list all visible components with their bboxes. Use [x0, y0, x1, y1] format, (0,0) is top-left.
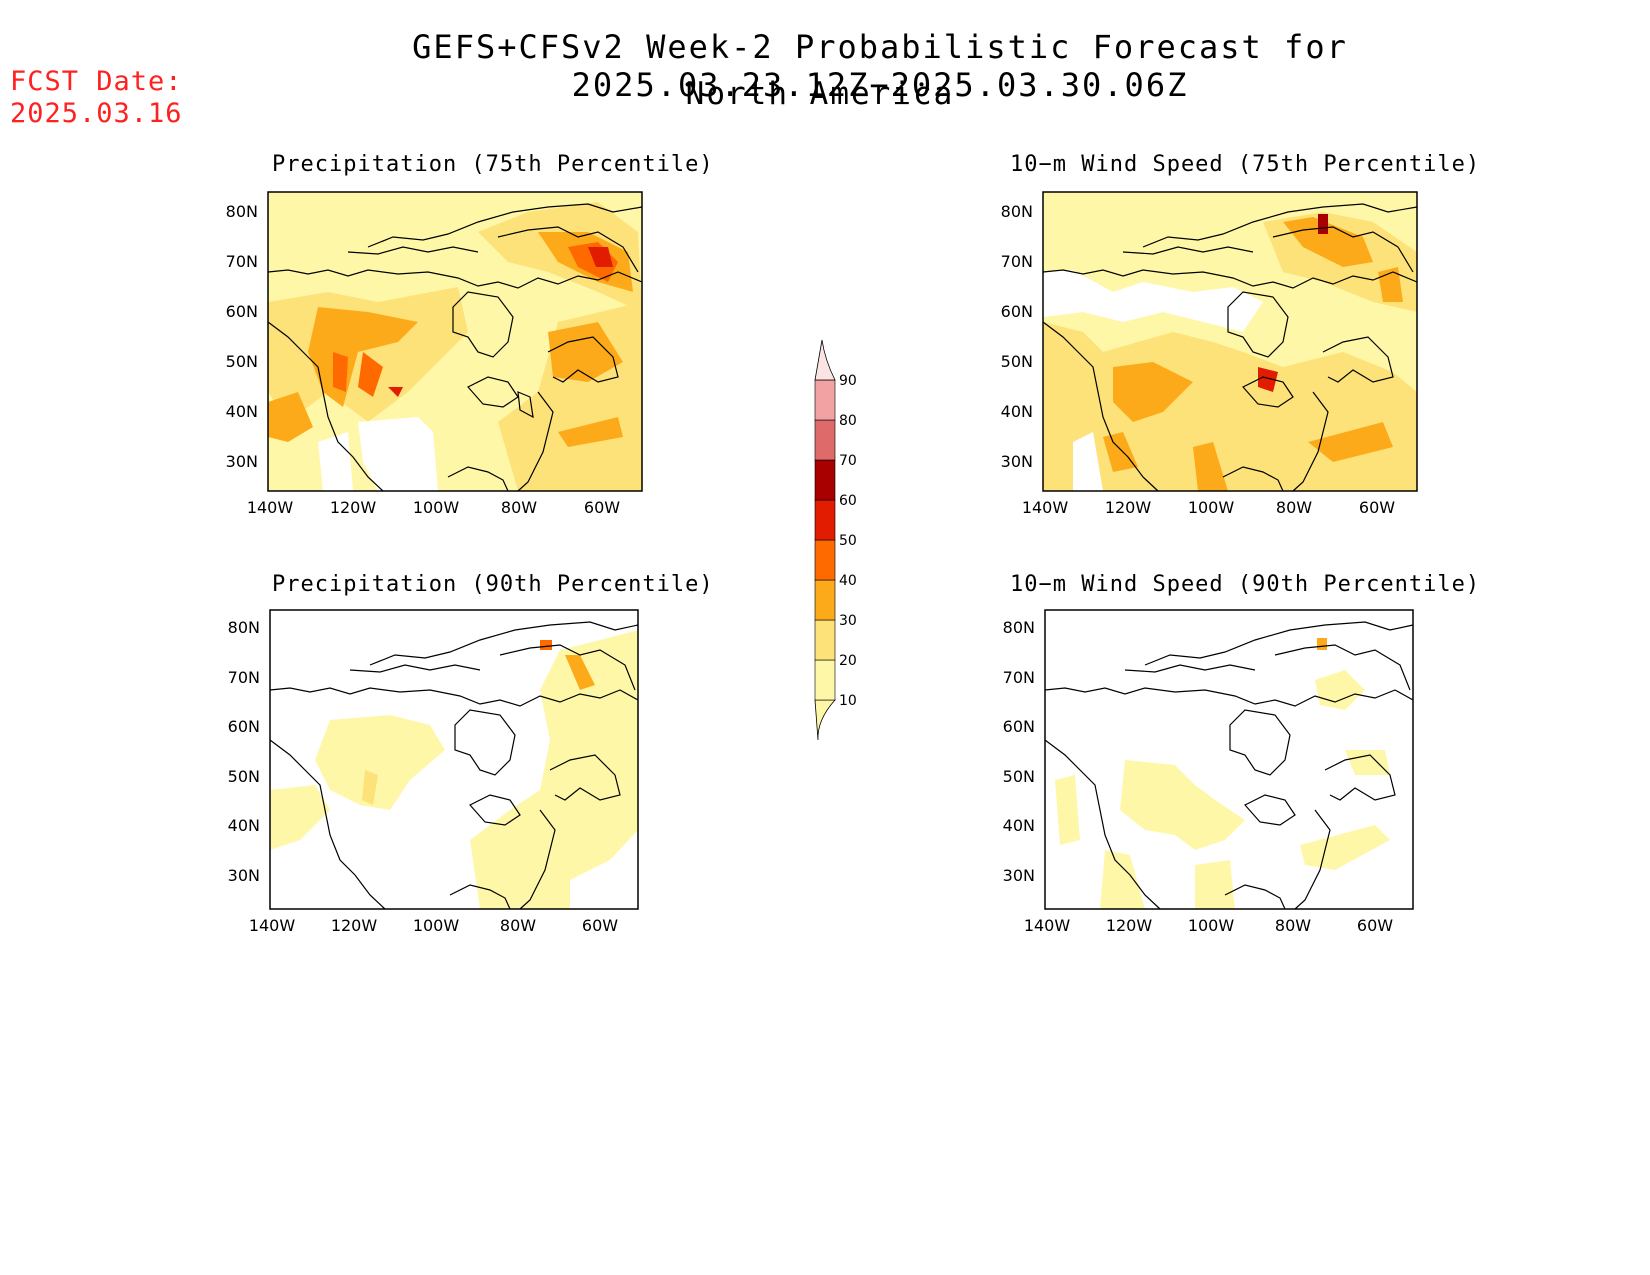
lat-label: 60N	[1001, 302, 1033, 321]
lon-label: 100W	[1188, 498, 1235, 517]
colorbar-label: 80	[839, 413, 857, 429]
lat-label: 60N	[226, 302, 258, 321]
forecast-shading	[1043, 192, 1417, 491]
panel-title-precip-75: Precipitation (75th Percentile)	[272, 152, 714, 177]
colorbar-label: 60	[839, 493, 857, 509]
colorbar-label: 40	[839, 573, 857, 589]
panel-title-precip-90: Precipitation (90th Percentile)	[272, 572, 714, 597]
lat-label: 50N	[228, 767, 260, 786]
forecast-date-label: FCST Date:	[10, 66, 183, 97]
lon-label: 80W	[500, 916, 536, 935]
lat-label: 40N	[226, 402, 258, 421]
lat-label: 50N	[226, 352, 258, 371]
lon-label: 80W	[1275, 916, 1311, 935]
lat-label: 80N	[1003, 618, 1035, 637]
coastlines	[267, 203, 643, 492]
lat-axis: 80N 70N 60N 50N 40N 30N	[1001, 202, 1033, 471]
subtitle: North America	[685, 76, 955, 112]
lat-label: 70N	[228, 668, 260, 687]
lat-label: 30N	[1001, 452, 1033, 471]
panel-title-wind-90: 10−m Wind Speed (90th Percentile)	[1010, 572, 1481, 597]
coastlines	[1044, 621, 1414, 910]
lon-label: 140W	[1024, 916, 1071, 935]
lat-label: 30N	[228, 866, 260, 885]
colorbar-lower-taper	[814, 699, 836, 741]
lat-label: 70N	[1003, 668, 1035, 687]
lon-label: 120W	[1106, 916, 1153, 935]
lon-label: 60W	[1359, 498, 1395, 517]
forecast-date-value: 2025.03.16	[10, 98, 183, 129]
lat-label: 60N	[228, 717, 260, 736]
colorbar-swatch	[814, 419, 836, 461]
lat-label: 80N	[228, 618, 260, 637]
colorbar-swatch	[814, 579, 836, 621]
lon-label: 100W	[1188, 916, 1235, 935]
lon-label: 120W	[1105, 498, 1152, 517]
lat-label: 80N	[226, 202, 258, 221]
lat-label: 30N	[1003, 866, 1035, 885]
lon-label: 120W	[331, 916, 378, 935]
lat-label: 70N	[226, 252, 258, 271]
lon-label: 120W	[330, 498, 377, 517]
lon-label: 60W	[1357, 916, 1393, 935]
lon-label: 100W	[413, 498, 460, 517]
colorbar-swatch	[814, 379, 836, 421]
lat-label: 80N	[1001, 202, 1033, 221]
colorbar-swatch	[814, 619, 836, 661]
lon-label: 140W	[247, 498, 294, 517]
lat-label: 40N	[1001, 402, 1033, 421]
colorbar-label: 30	[839, 613, 857, 629]
main-title: GEFS+CFSv2 Week-2 Probabilistic Forecast…	[412, 28, 1348, 104]
colorbar-swatch	[814, 459, 836, 501]
colorbar-label: 10	[839, 693, 857, 709]
lon-label: 80W	[1276, 498, 1312, 517]
colorbar-upper-taper	[814, 339, 836, 381]
colorbar-swatch	[814, 659, 836, 701]
lat-axis: 80N 70N 60N 50N 40N 30N	[228, 618, 260, 885]
lat-label: 60N	[1003, 717, 1035, 736]
panel-title-wind-75: 10−m Wind Speed (75th Percentile)	[1010, 152, 1481, 177]
lat-label: 30N	[226, 452, 258, 471]
lon-axis: 140W 120W 100W 80W 60W	[1024, 916, 1393, 935]
colorbar-swatch	[814, 539, 836, 581]
forecast-date: FCST Date: 2025.03.16	[10, 66, 183, 130]
coastlines	[269, 621, 639, 910]
colorbar-swatches	[814, 339, 836, 741]
lat-label: 50N	[1001, 352, 1033, 371]
colorbar-label: 50	[839, 533, 857, 549]
colorbar-labels: 10 20 30 40 50 60 70 80 90	[839, 373, 857, 709]
forecast-shading	[1045, 610, 1413, 909]
lat-axis: 80N 70N 60N 50N 40N 30N	[226, 202, 258, 471]
lon-label: 60W	[582, 916, 618, 935]
colorbar-label: 20	[839, 653, 857, 669]
map-wind-75: 80N 70N 60N 50N 40N 30N 140W 120W 100W 8…	[1001, 191, 1418, 517]
coastlines	[1042, 203, 1418, 492]
colorbar: 10 20 30 40 50 60 70 80 90	[814, 339, 857, 741]
lon-axis: 140W 120W 100W 80W 60W	[249, 916, 618, 935]
lat-label: 70N	[1001, 252, 1033, 271]
colorbar-label: 90	[839, 373, 857, 389]
map-precip-75: 80N 70N 60N 50N 40N 30N 140W 120W 100W 8…	[226, 191, 643, 517]
lon-label: 140W	[249, 916, 296, 935]
lon-axis: 140W 120W 100W 80W 60W	[1022, 498, 1395, 517]
lon-label: 60W	[584, 498, 620, 517]
lon-label: 100W	[413, 916, 460, 935]
forecast-shading	[270, 610, 638, 909]
colorbar-label: 70	[839, 453, 857, 469]
map-wind-90: 80N 70N 60N 50N 40N 30N 140W 120W 100W 8…	[1003, 609, 1414, 935]
lat-label: 40N	[1003, 816, 1035, 835]
forecast-shading	[268, 192, 642, 491]
lon-label: 140W	[1022, 498, 1069, 517]
lat-label: 40N	[228, 816, 260, 835]
colorbar-swatch	[814, 499, 836, 541]
lat-label: 50N	[1003, 767, 1035, 786]
lon-axis: 140W 120W 100W 80W 60W	[247, 498, 620, 517]
lon-label: 80W	[501, 498, 537, 517]
map-precip-90: 80N 70N 60N 50N 40N 30N 140W 120W 100W 8…	[228, 609, 639, 935]
lat-axis: 80N 70N 60N 50N 40N 30N	[1003, 618, 1035, 885]
